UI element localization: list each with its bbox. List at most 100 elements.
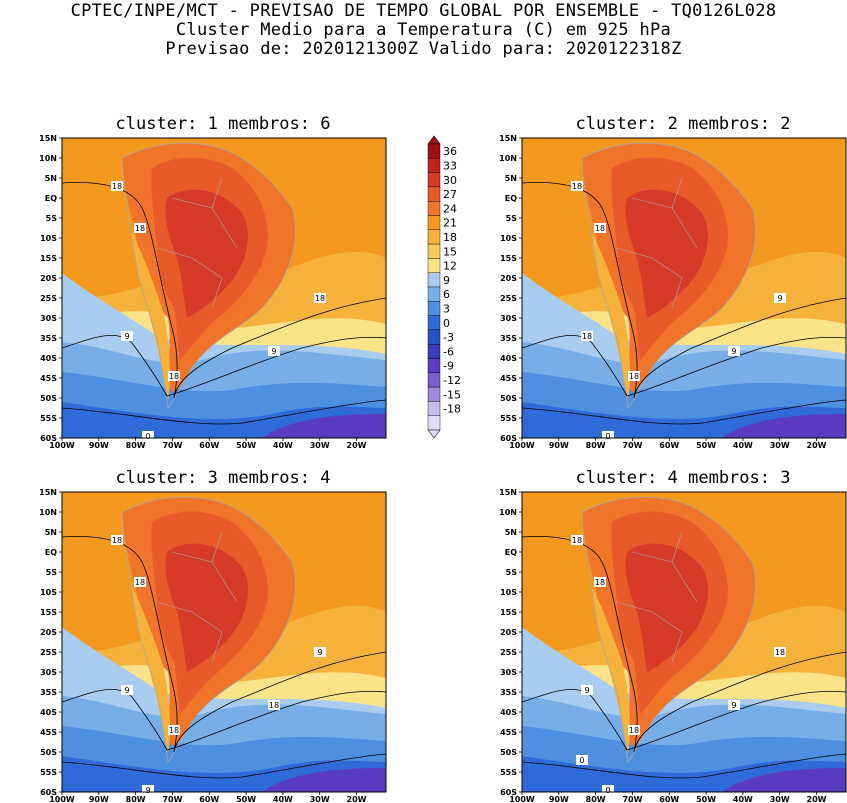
lat-tick-label: 15N bbox=[39, 134, 57, 143]
contour-9 bbox=[521, 335, 847, 397]
colorbar-segment bbox=[427, 258, 441, 273]
colorbar-label: -3 bbox=[443, 331, 454, 344]
lat-tick-label: 15S bbox=[500, 254, 517, 263]
contour-label-box bbox=[594, 577, 606, 587]
contour-label-box bbox=[774, 293, 786, 303]
lat-tick-label: 25S bbox=[500, 294, 517, 303]
lon-tick-label: 100W bbox=[49, 795, 75, 803]
coastline bbox=[121, 142, 296, 410]
lon-tick-label: 80W bbox=[126, 441, 146, 450]
lon-tick-label: 70W bbox=[162, 441, 182, 450]
lat-tick-label: 5S bbox=[46, 568, 58, 577]
colorbar-label: 27 bbox=[443, 188, 457, 201]
lat-tick-label: 5S bbox=[46, 214, 58, 223]
lat-tick-label: 50S bbox=[500, 394, 517, 403]
contour-label-box bbox=[728, 346, 740, 356]
map-area: 18 18 18 9 9 18 9 bbox=[61, 491, 387, 795]
lon-tick-label: 40W bbox=[733, 441, 753, 450]
contour-label: 0 bbox=[145, 432, 150, 441]
lon-tick-label: 30W bbox=[770, 441, 790, 450]
contour-9 bbox=[61, 335, 387, 397]
coastline bbox=[581, 496, 756, 764]
contour-label-box bbox=[628, 725, 640, 735]
panel-1-title: cluster: 1 membros: 6 bbox=[115, 114, 331, 134]
contour-label: 0 bbox=[579, 756, 584, 765]
lat-tick-label: 10S bbox=[40, 588, 57, 597]
contour-label: 18 bbox=[135, 578, 145, 587]
contour-label: 9 bbox=[124, 332, 129, 341]
lat-tick-label: 10N bbox=[499, 508, 517, 517]
lat-tick-label: 50S bbox=[40, 394, 57, 403]
contour-label: 9 bbox=[584, 686, 589, 695]
colorbar-label: 33 bbox=[443, 159, 457, 172]
lon-tick-label: 40W bbox=[733, 795, 753, 803]
contour-label: 0 bbox=[605, 786, 610, 795]
contour-label-box bbox=[314, 293, 326, 303]
map-frame bbox=[521, 137, 847, 439]
contour-label-box bbox=[594, 223, 606, 233]
lat-tick-label: 20S bbox=[40, 628, 57, 637]
lon-tick-label: 30W bbox=[310, 441, 330, 450]
contour-label: 18 bbox=[572, 536, 582, 545]
colorbar-segment bbox=[427, 358, 441, 374]
contour-label: 18 bbox=[169, 372, 179, 381]
contour-label-box bbox=[581, 685, 593, 695]
lon-tick-label: 20W bbox=[807, 441, 827, 450]
colorbar-segment bbox=[427, 372, 441, 388]
contour-label: 18 bbox=[169, 726, 179, 735]
map-area: 18 18 18 18 9 9 0 bbox=[521, 137, 847, 441]
lat-tick-label: 60S bbox=[40, 434, 57, 443]
contour-label: 9 bbox=[777, 294, 782, 303]
map-panel-3: 18 18 18 9 9 18 9 15N 10N 5N EQ 5S 10S 15S 20S 25S 30S 35… bbox=[39, 488, 387, 803]
lon-tick-label: 40W bbox=[273, 795, 293, 803]
lat-tick-label: 35S bbox=[500, 688, 517, 697]
map-area: 18 18 18 9 18 9 0 bbox=[61, 137, 387, 441]
contour-label-box bbox=[571, 181, 583, 191]
contour-label: 0 bbox=[605, 432, 610, 441]
lat-tick-label: 5S bbox=[506, 214, 518, 223]
lat-tick-label: 10S bbox=[500, 588, 517, 597]
lon-tick-label: 90W bbox=[89, 441, 109, 450]
map-panel-4: 18 18 18 9 18 9 0 0 15N 10N 5N EQ 5S 10S 15S 20S 25S 30S 3… bbox=[499, 488, 847, 803]
contour-0 bbox=[61, 753, 387, 779]
lat-tick-label: 30S bbox=[40, 668, 57, 677]
continent-core bbox=[165, 189, 249, 318]
lat-tick-label: 20S bbox=[500, 628, 517, 637]
lat-tick-label: 40S bbox=[500, 354, 517, 363]
colorbar-segment bbox=[427, 229, 441, 245]
lat-tick-label: 5S bbox=[506, 568, 518, 577]
contour-label-box bbox=[602, 431, 614, 441]
lat-tick-label: 40S bbox=[500, 708, 517, 717]
continent-core bbox=[625, 543, 709, 672]
colorbar-segment bbox=[427, 172, 441, 188]
contour-label: 18 bbox=[572, 182, 582, 191]
contour-label-box bbox=[628, 371, 640, 381]
lon-tick-label: 20W bbox=[807, 795, 827, 803]
colorbar-bottom-arrow bbox=[427, 429, 441, 439]
contour-label-box bbox=[134, 223, 146, 233]
lon-tick-label: 90W bbox=[89, 795, 109, 803]
contour-label-box bbox=[576, 755, 588, 765]
coastline bbox=[121, 496, 296, 764]
colorbar-top-arrow bbox=[427, 135, 441, 145]
contour-label: 18 bbox=[315, 294, 325, 303]
lat-tick-label: 55S bbox=[500, 768, 517, 777]
contour-9 bbox=[61, 689, 387, 751]
lon-tick-label: 80W bbox=[126, 795, 146, 803]
lon-tick-label: 100W bbox=[509, 441, 535, 450]
lat-tick-label: 15S bbox=[40, 254, 57, 263]
band-minus3 bbox=[722, 414, 846, 438]
lat-tick-label: EQ bbox=[45, 548, 57, 557]
lat-tick-label: 15N bbox=[499, 488, 517, 497]
map-area: 18 18 18 9 18 9 0 0 bbox=[521, 491, 847, 795]
coastline bbox=[581, 142, 756, 410]
band-minus3 bbox=[262, 768, 386, 792]
lon-tick-label: 20W bbox=[347, 441, 367, 450]
colorbar-segment bbox=[427, 401, 441, 416]
lon-tick-label: 90W bbox=[549, 795, 569, 803]
lon-tick-label: 70W bbox=[162, 795, 182, 803]
colorbar-label: -12 bbox=[443, 374, 461, 387]
map-panel-2: 18 18 18 18 9 9 0 15N 10N 5N EQ 5S 10S 15S 20S 25S 30S 35… bbox=[499, 134, 847, 450]
lat-tick-label: 5N bbox=[505, 174, 517, 183]
contour-label: 18 bbox=[775, 648, 785, 657]
